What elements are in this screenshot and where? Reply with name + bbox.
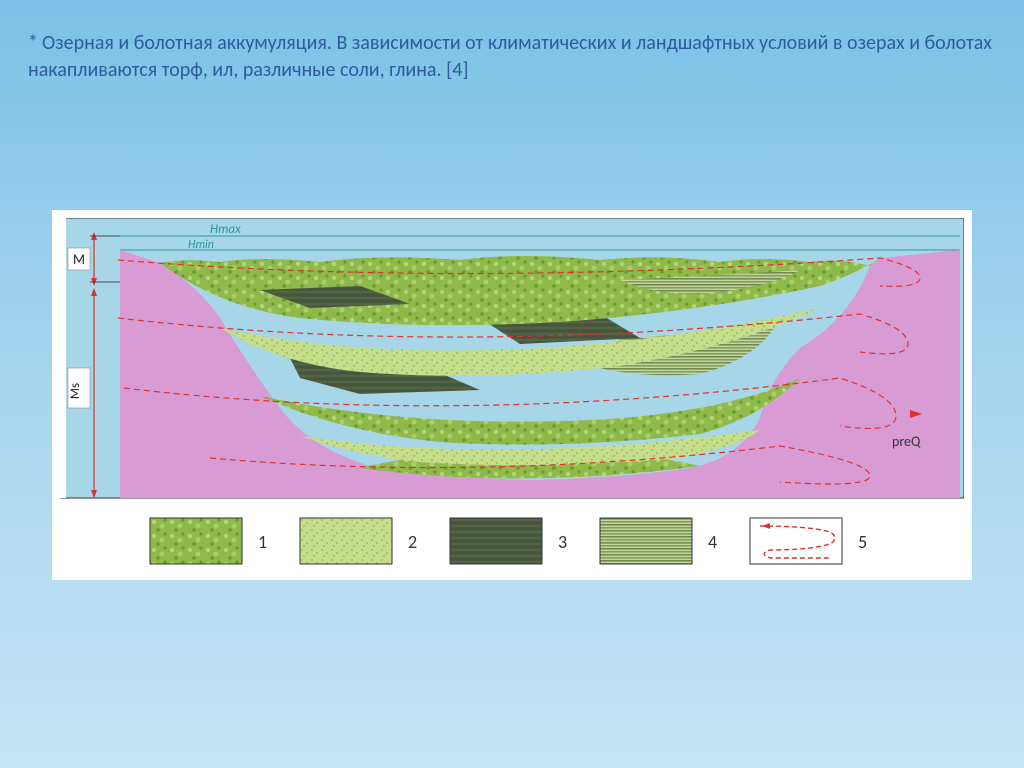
slide-heading: *Озерная и болотная аккумуляция. В завис…: [28, 30, 996, 84]
legend-num-2: 2: [408, 531, 417, 553]
diagram-container: M Ms Hmax Hmin preQ 1 2 3 4: [52, 210, 972, 580]
legend-num-1: 1: [258, 531, 267, 553]
cross-section-diagram: M Ms Hmax Hmin preQ 1 2 3 4: [60, 218, 964, 572]
legend-num-4: 4: [708, 531, 717, 553]
label-hmax: Hmax: [210, 222, 241, 237]
label-hmin: Hmin: [188, 238, 214, 252]
legend-num-5: 5: [858, 531, 867, 553]
label-ms: Ms: [68, 383, 83, 399]
legend-num-3: 3: [558, 531, 567, 553]
label-m: M: [73, 251, 85, 268]
label-preq: preQ: [892, 433, 921, 450]
